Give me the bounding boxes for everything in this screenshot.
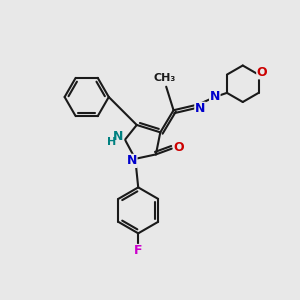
Text: H: H <box>106 137 116 147</box>
Text: F: F <box>134 244 142 257</box>
Text: O: O <box>257 66 267 79</box>
Text: N: N <box>210 91 220 103</box>
Text: O: O <box>173 141 184 154</box>
Text: N: N <box>195 102 205 115</box>
Text: N: N <box>127 154 137 167</box>
Text: N: N <box>113 130 124 143</box>
Text: CH₃: CH₃ <box>154 74 176 83</box>
